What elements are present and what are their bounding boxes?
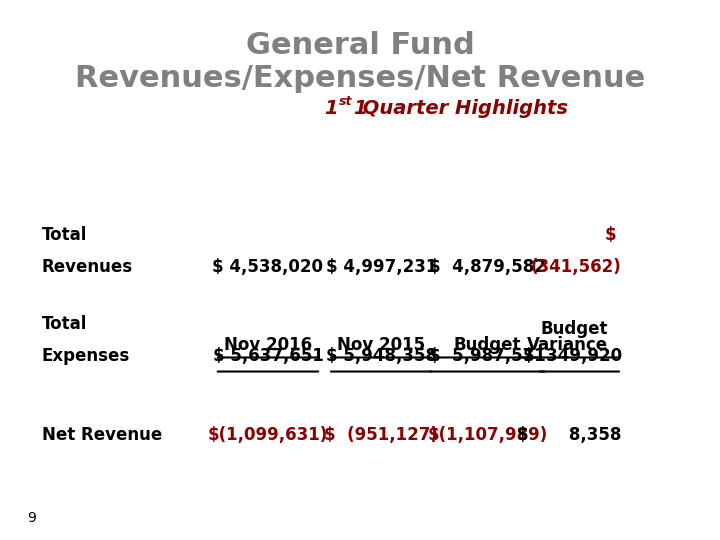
Text: $  4,879,582: $ 4,879,582 [429,258,546,276]
Text: 1: 1 [354,98,366,118]
Text: (341,562): (341,562) [531,258,622,276]
Text: Nov 2015: Nov 2015 [337,336,426,354]
Text: 9: 9 [27,511,36,525]
Text: Quarter Highlights: Quarter Highlights [356,98,569,118]
Text: $ 4,997,231: $ 4,997,231 [325,258,437,276]
Text: $: $ [604,226,616,244]
Text: $ 4,538,020: $ 4,538,020 [212,258,323,276]
Text: Variance: Variance [526,336,608,354]
Text: Expenses: Expenses [42,347,130,366]
Text: Revenues: Revenues [42,258,132,276]
Text: General Fund: General Fund [246,31,474,60]
Text: $ 5,948,358: $ 5,948,358 [325,347,437,366]
Text: st: st [339,95,352,108]
Text: $(1,099,631): $(1,099,631) [208,426,328,444]
Text: $  (951,127): $ (951,127) [324,426,438,444]
Text: Total: Total [42,226,87,244]
Text: Total: Total [42,315,87,333]
Text: Budget: Budget [454,336,521,354]
Text: Budget: Budget [540,320,608,338]
Text: $  349,920: $ 349,920 [523,347,622,366]
Text: 1: 1 [324,98,338,118]
Text: Revenues/Expenses/Net Revenue: Revenues/Expenses/Net Revenue [75,64,645,93]
Text: Nov 2016: Nov 2016 [224,336,312,354]
Text: $(1,107,989): $(1,107,989) [427,426,547,444]
Text: Net Revenue: Net Revenue [42,426,162,444]
Text: $  5,987,571: $ 5,987,571 [429,347,546,366]
Text: $ 5,637,651: $ 5,637,651 [212,347,323,366]
Text: $       8,358: $ 8,358 [518,426,622,444]
